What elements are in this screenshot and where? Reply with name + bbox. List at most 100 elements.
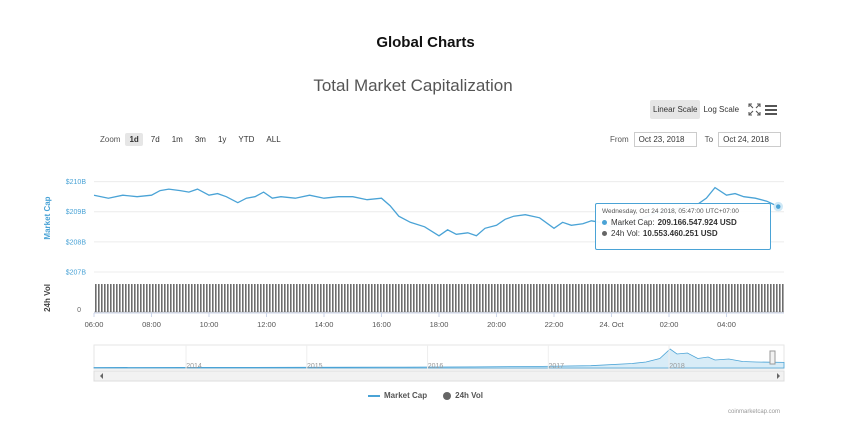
volume-bar	[656, 284, 658, 312]
volume-bar	[722, 284, 724, 312]
volume-bar	[407, 284, 409, 312]
volume-bar	[218, 284, 220, 312]
volume-bar	[725, 284, 727, 312]
legend-item-volume[interactable]: 24h Vol	[443, 391, 483, 400]
y-tick-label: $207B	[66, 270, 87, 277]
volume-bar	[551, 284, 553, 312]
volume-bar	[611, 284, 613, 312]
volume-bar	[395, 284, 397, 312]
volume-bar	[386, 284, 388, 312]
volume-bar	[95, 284, 97, 312]
zoom-1d-button[interactable]: 1d	[125, 133, 143, 146]
x-tick-label: 12:00	[257, 320, 276, 329]
volume-bar	[194, 284, 196, 312]
linear-scale-button[interactable]: Linear Scale	[650, 100, 701, 119]
scroll-right-icon[interactable]	[777, 373, 780, 379]
y-tick-label: $208B	[66, 239, 87, 246]
page-title: Global Charts	[376, 34, 475, 51]
menu-icon[interactable]	[765, 104, 778, 116]
legend-item-market-cap[interactable]: Market Cap	[368, 391, 427, 400]
volume-bar	[746, 284, 748, 312]
volume-bar	[476, 284, 478, 312]
log-scale-button[interactable]: Log Scale	[703, 105, 740, 114]
volume-bar	[446, 284, 448, 312]
volume-bar	[620, 284, 622, 312]
volume-bar	[353, 284, 355, 312]
volume-bar	[227, 284, 229, 312]
volume-bar	[509, 284, 511, 312]
volume-bar	[485, 284, 487, 312]
navigator-year-label: 2015	[307, 363, 323, 370]
volume-bar	[116, 284, 118, 312]
scroll-left-icon[interactable]	[100, 373, 103, 379]
volume-bar	[593, 284, 595, 312]
volume-bar	[440, 284, 442, 312]
volume-bar	[518, 284, 520, 312]
volume-bar	[179, 284, 181, 312]
volume-bar	[176, 284, 178, 312]
volume-bar	[128, 284, 130, 312]
volume-bar	[296, 284, 298, 312]
volume-bar	[458, 284, 460, 312]
volume-bar	[728, 284, 730, 312]
zoom-all-button[interactable]: ALL	[266, 135, 281, 144]
credits-link[interactable]: coinmarketcap.com	[728, 409, 781, 415]
volume-bar	[200, 284, 202, 312]
zoom-ytd-button[interactable]: YTD	[238, 135, 255, 144]
tooltip-market-cap-row: Market Cap: 209.166.547.924 USD	[602, 218, 764, 227]
volume-bar	[455, 284, 457, 312]
volume-bar	[713, 284, 715, 312]
volume-bar	[332, 284, 334, 312]
volume-bar	[482, 284, 484, 312]
navigator[interactable]: 2014 2015 2016 2017 2018	[93, 344, 785, 382]
zoom-1y-button[interactable]: 1y	[217, 135, 227, 144]
volume-bar	[545, 284, 547, 312]
volume-bar	[131, 284, 133, 312]
volume-bar	[170, 284, 172, 312]
volume-bar	[113, 284, 115, 312]
dot-legend-icon	[443, 391, 452, 400]
volume-bar	[776, 284, 778, 312]
from-date-input[interactable]: Oct 23, 2018	[633, 132, 697, 147]
volume-bar	[452, 284, 454, 312]
volume-bar	[701, 284, 703, 312]
zoom-7d-button[interactable]: 7d	[150, 135, 160, 144]
navigator-year-label: 2014	[186, 363, 202, 370]
volume-bar	[557, 284, 559, 312]
volume-bar	[587, 284, 589, 312]
volume-bar	[110, 284, 112, 312]
volume-bar	[158, 284, 160, 312]
volume-bar	[275, 284, 277, 312]
volume-bar	[638, 284, 640, 312]
volume-bar	[461, 284, 463, 312]
volume-bar	[659, 284, 661, 312]
volume-bar	[257, 284, 259, 312]
volume-bar	[479, 284, 481, 312]
x-tick-label: 20:00	[487, 320, 506, 329]
navigator-area	[93, 348, 785, 369]
market-cap-chart[interactable]: $210B $209B $208B $207B 06:00 08:00 10:00 12:0…	[0, 0, 851, 391]
volume-bar	[524, 284, 526, 312]
volume-bar	[608, 284, 610, 312]
zoom-3m-button[interactable]: 3m	[194, 135, 206, 144]
zoom-1m-button[interactable]: 1m	[171, 135, 183, 144]
x-tick-label: 06:00	[85, 320, 104, 329]
hover-marker	[773, 201, 783, 212]
x-tick-label: 08:00	[142, 320, 161, 329]
navigator-scrollbar[interactable]	[93, 370, 785, 382]
tooltip-vol-value: 10.553.460.251 USD	[642, 229, 718, 238]
volume-bar	[704, 284, 706, 312]
volume-bar	[164, 284, 166, 312]
volume-bar	[350, 284, 352, 312]
volume-bar	[233, 284, 235, 312]
volume-bar	[689, 284, 691, 312]
volume-bar	[245, 284, 247, 312]
volume-bar	[302, 284, 304, 312]
navigator-handle[interactable]	[769, 350, 776, 365]
to-date-input[interactable]: Oct 24, 2018	[718, 132, 782, 147]
volume-bar	[764, 284, 766, 312]
volume-bar	[677, 284, 679, 312]
fullscreen-icon[interactable]	[748, 103, 761, 116]
volume-bar	[380, 284, 382, 312]
volume-bar	[521, 284, 523, 312]
